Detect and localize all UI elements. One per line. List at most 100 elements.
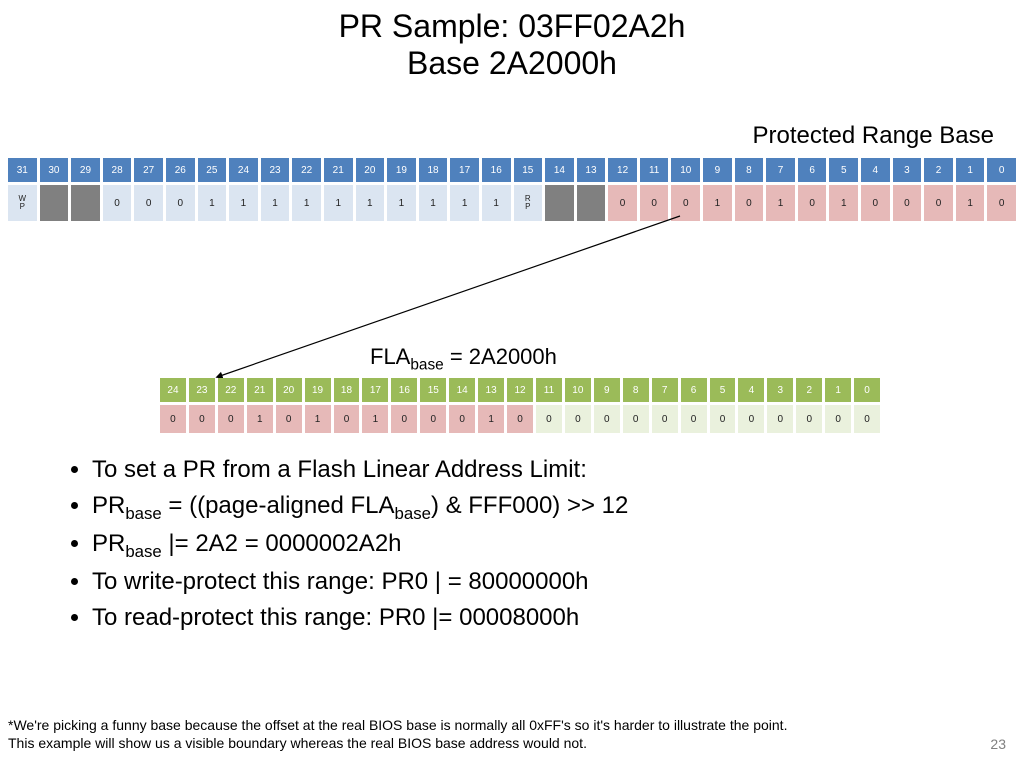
bit-header: 21 — [324, 158, 353, 182]
bit-header: 4 — [861, 158, 890, 182]
bit-cell: 0 — [594, 405, 620, 433]
bit-header: 22 — [292, 158, 321, 182]
bit-cell: W P — [8, 185, 37, 221]
fla-header-row: 2423222120191817161514131211109876543210 — [160, 378, 880, 402]
bit-header: 9 — [703, 158, 732, 182]
bit-cell: 0 — [536, 405, 562, 433]
bit-header: 20 — [356, 158, 385, 182]
bit-cell: 0 — [565, 405, 591, 433]
bit-cell: 0 — [798, 185, 827, 221]
bit-cell: 0 — [189, 405, 215, 433]
bit-header: 5 — [710, 378, 736, 402]
bit-header: 31 — [8, 158, 37, 182]
bit-header: 5 — [829, 158, 858, 182]
page-number: 23 — [990, 736, 1006, 752]
bullet-item: To read-protect this range: PR0 |= 00008… — [92, 600, 628, 636]
bit-cell: 1 — [703, 185, 732, 221]
pr-register-header-row: 3130292827262524232221201918171615141312… — [8, 158, 1016, 182]
bit-cell: 0 — [391, 405, 417, 433]
fla-base-label: FLAbase = 2A2000h — [370, 344, 557, 374]
bit-header: 24 — [229, 158, 258, 182]
bit-header: 24 — [160, 378, 186, 402]
page-title-line1: PR Sample: 03FF02A2h — [0, 0, 1024, 45]
bit-cell: 0 — [507, 405, 533, 433]
bit-cell: 1 — [261, 185, 290, 221]
bit-header: 14 — [545, 158, 574, 182]
bit-header: 19 — [387, 158, 416, 182]
bit-cell: 0 — [449, 405, 475, 433]
bit-header: 23 — [189, 378, 215, 402]
bit-header: 29 — [71, 158, 100, 182]
bit-header: 16 — [482, 158, 511, 182]
bit-cell: 0 — [166, 185, 195, 221]
bit-header: 0 — [854, 378, 880, 402]
bit-header: 21 — [247, 378, 273, 402]
bit-header: 22 — [218, 378, 244, 402]
bit-header: 4 — [738, 378, 764, 402]
fla-address-table: 2423222120191817161514131211109876543210… — [160, 378, 880, 433]
bullet-item: PRbase |= 2A2 = 0000002A2h — [92, 526, 628, 564]
bit-cell: 1 — [419, 185, 448, 221]
bit-cell: 0 — [861, 185, 890, 221]
bit-cell: 1 — [229, 185, 258, 221]
bit-header: 20 — [276, 378, 302, 402]
bit-cell: 0 — [767, 405, 793, 433]
bit-header: 25 — [198, 158, 227, 182]
bit-header: 3 — [767, 378, 793, 402]
pr-register-table: 3130292827262524232221201918171615141312… — [8, 158, 1016, 221]
bit-header: 2 — [924, 158, 953, 182]
bit-header: 6 — [681, 378, 707, 402]
bit-cell: 0 — [103, 185, 132, 221]
subtitle-protected-range: Protected Range Base — [753, 122, 995, 150]
bit-cell: 0 — [608, 185, 637, 221]
bit-cell: 0 — [218, 405, 244, 433]
bit-cell: 0 — [334, 405, 360, 433]
bit-header: 14 — [449, 378, 475, 402]
bit-header: 15 — [514, 158, 543, 182]
bit-cell: 1 — [829, 185, 858, 221]
bit-header: 10 — [671, 158, 700, 182]
bit-header: 12 — [608, 158, 637, 182]
footnote: *We're picking a funny base because the … — [8, 716, 787, 752]
bit-header: 10 — [565, 378, 591, 402]
bit-header: 15 — [420, 378, 446, 402]
bit-cell: 1 — [956, 185, 985, 221]
bit-cell: 0 — [738, 405, 764, 433]
bit-cell: 0 — [420, 405, 446, 433]
bit-cell: 1 — [478, 405, 504, 433]
bit-cell: 1 — [324, 185, 353, 221]
bit-cell: 1 — [766, 185, 795, 221]
bit-cell: 1 — [292, 185, 321, 221]
bit-cell — [545, 185, 574, 221]
bit-header: 6 — [798, 158, 827, 182]
bit-cell: 0 — [924, 185, 953, 221]
bit-cell: R P — [514, 185, 543, 221]
bit-cell: 0 — [623, 405, 649, 433]
bit-cell: 0 — [640, 185, 669, 221]
bit-header: 30 — [40, 158, 69, 182]
bit-cell: 0 — [671, 185, 700, 221]
fla-value-row: 0001010100010000000000000 — [160, 405, 880, 433]
bit-cell — [71, 185, 100, 221]
page-title-line2: Base 2A2000h — [0, 45, 1024, 82]
bit-header: 1 — [956, 158, 985, 182]
bit-header: 11 — [536, 378, 562, 402]
bit-header: 26 — [166, 158, 195, 182]
bit-header: 17 — [362, 378, 388, 402]
bit-cell: 1 — [450, 185, 479, 221]
bit-header: 7 — [766, 158, 795, 182]
bit-header: 1 — [825, 378, 851, 402]
bit-cell: 1 — [362, 405, 388, 433]
bit-cell: 0 — [681, 405, 707, 433]
bit-cell: 1 — [482, 185, 511, 221]
pr-register-value-row: W P0001111111111R P0001010100010 — [8, 185, 1016, 221]
bullet-item: To write-protect this range: PR0 | = 800… — [92, 564, 628, 600]
bit-header: 11 — [640, 158, 669, 182]
bit-cell: 0 — [134, 185, 163, 221]
bit-cell: 1 — [198, 185, 227, 221]
bit-cell: 1 — [305, 405, 331, 433]
bit-cell: 0 — [796, 405, 822, 433]
bit-header: 23 — [261, 158, 290, 182]
bit-header: 28 — [103, 158, 132, 182]
bit-header: 19 — [305, 378, 331, 402]
